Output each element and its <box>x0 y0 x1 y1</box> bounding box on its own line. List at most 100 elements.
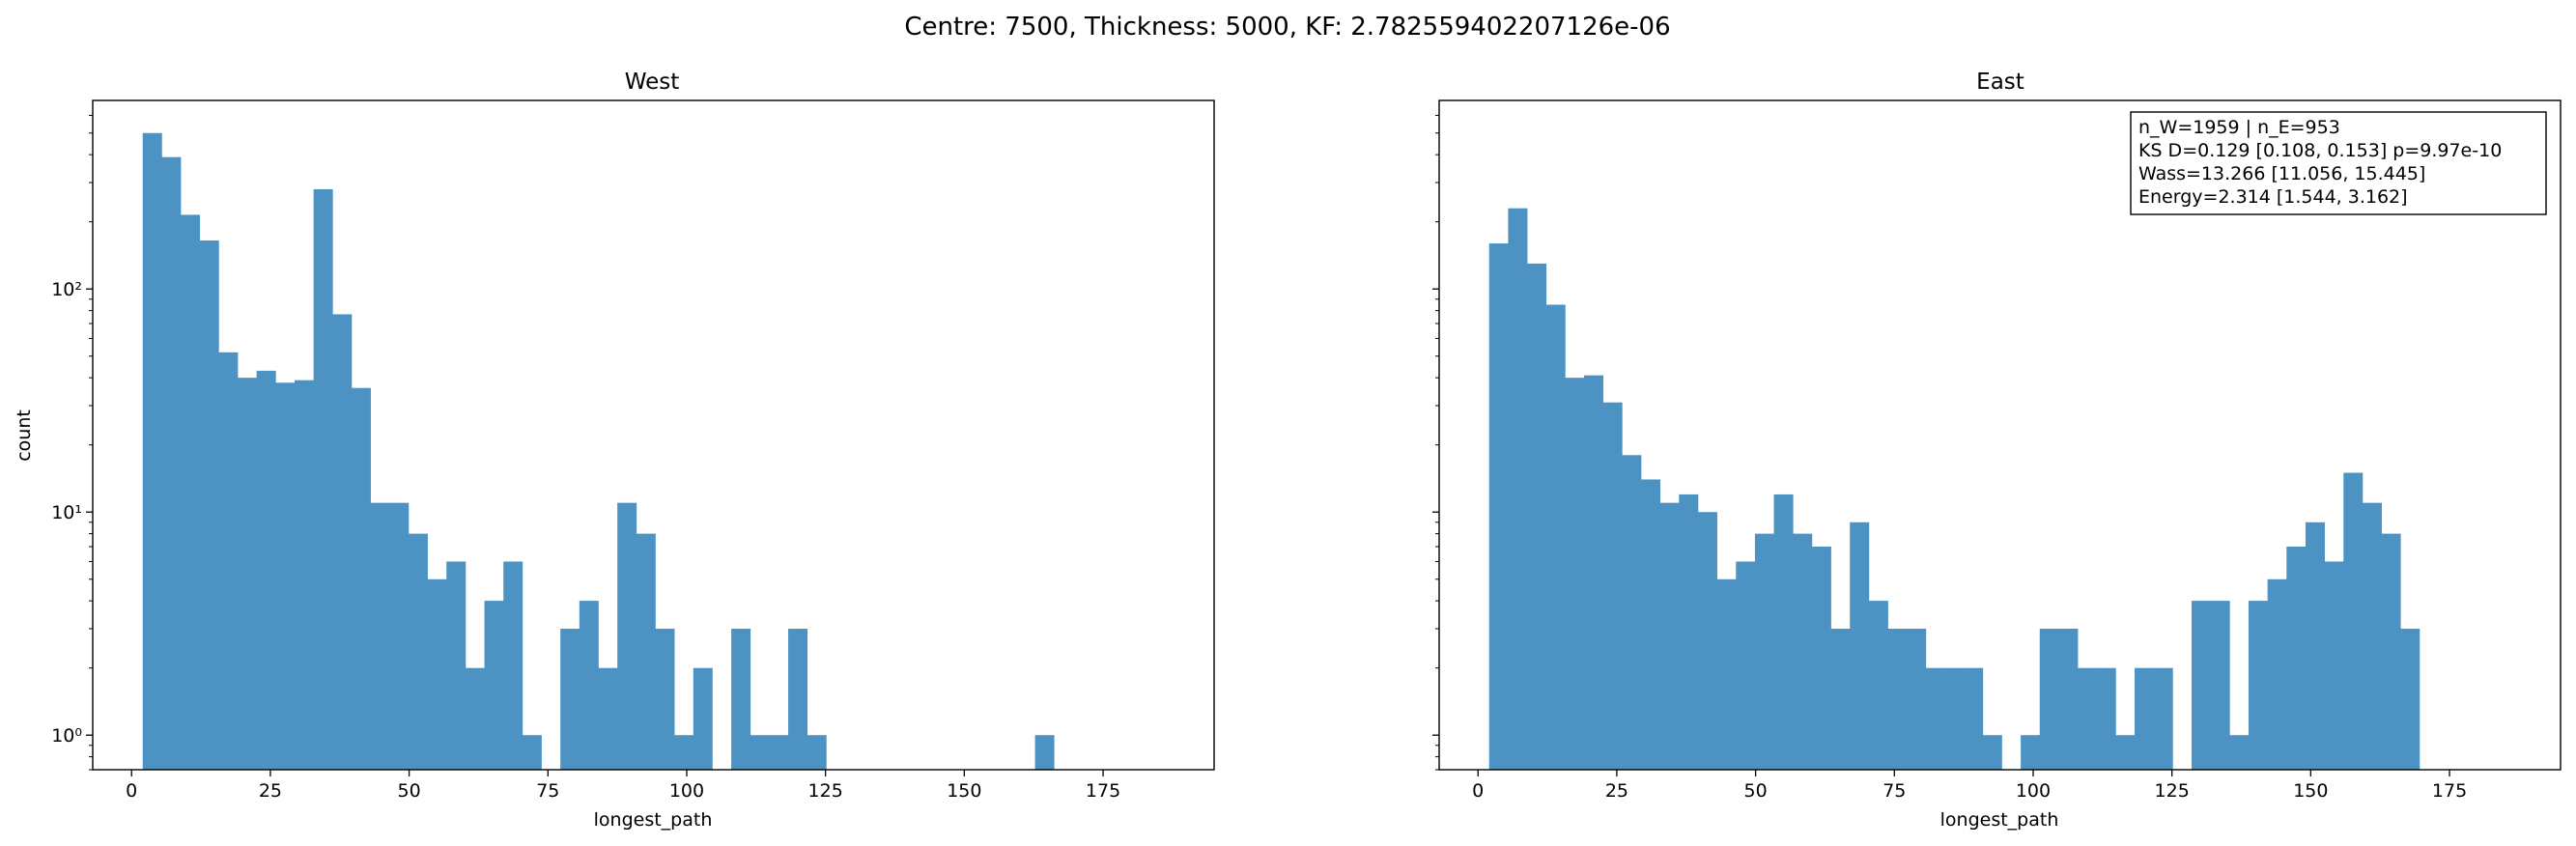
histogram-bar <box>2039 629 2059 770</box>
east-title: East <box>1976 70 2024 95</box>
histogram-bar <box>807 735 827 770</box>
histogram-bar <box>598 667 618 770</box>
histogram-bar <box>2021 735 2041 770</box>
histogram-bar <box>2096 667 2116 770</box>
west-x-label: longest_path <box>594 809 713 831</box>
histogram-bar <box>294 380 314 770</box>
histogram-bar <box>560 629 580 770</box>
histogram-bar <box>1565 378 1585 770</box>
histogram-bar <box>1907 629 1927 770</box>
histogram-bar <box>2267 578 2287 770</box>
east-x-ticks: 0 25 50 75 100 125 150 175 <box>1472 770 2467 802</box>
histogram-bar <box>1527 263 1547 770</box>
east-plot-frame <box>1438 99 2562 771</box>
histogram-bar <box>484 601 504 770</box>
histogram-bar <box>218 352 239 770</box>
x-tick-label: 75 <box>536 780 559 802</box>
west-y-ticks: 10⁰ 10¹ 10² <box>51 114 93 771</box>
x-tick-label: 150 <box>2293 780 2328 802</box>
histogram-bar <box>1697 512 1717 770</box>
histogram-bar <box>731 629 751 770</box>
west-title: West <box>625 70 680 95</box>
histogram-bar <box>1659 502 1680 770</box>
histogram-bar <box>522 735 542 770</box>
histogram-bar <box>2078 667 2098 770</box>
histogram-bar <box>1850 522 1870 770</box>
east-panel: East 0 25 50 75 100 125 150 175 longest_path n_… <box>1432 70 2562 831</box>
histogram-bar <box>1887 629 1908 770</box>
histogram-bar <box>579 601 599 770</box>
histogram-bar <box>1964 667 1984 770</box>
x-tick-label: 0 <box>1472 780 1484 802</box>
histogram-bar <box>1034 735 1055 770</box>
y-tick-label: 10¹ <box>51 502 82 523</box>
west-bars <box>142 132 1055 771</box>
histogram-bar <box>1811 547 1831 770</box>
histogram-bar <box>788 629 808 770</box>
histogram-bar <box>2324 561 2344 770</box>
east-y-ticks <box>1432 114 1439 771</box>
stats-line: KS D=0.129 [0.108, 0.153] p=9.97e-10 <box>2138 140 2502 161</box>
histogram-bar <box>256 370 276 770</box>
x-tick-label: 125 <box>808 780 843 802</box>
histogram-bar <box>1545 304 1566 770</box>
histogram-bar <box>332 314 353 770</box>
histogram-bar <box>1716 578 1737 770</box>
histogram-bar <box>1944 667 1965 770</box>
west-panel: West 0 25 50 75 100 125 150 175 10⁰ 10¹ 10² longe… <box>14 70 1215 831</box>
x-tick-label: 0 <box>126 780 137 802</box>
histogram-bar <box>2153 667 2173 770</box>
histogram-bar <box>1925 667 1945 770</box>
histogram-bar <box>2229 735 2250 770</box>
x-tick-label: 25 <box>1605 780 1628 802</box>
histogram-bar <box>1602 402 1623 770</box>
histogram-bar <box>238 378 258 770</box>
histogram-bar <box>408 533 428 770</box>
x-tick-label: 150 <box>947 780 981 802</box>
west-plot-frame <box>92 99 1215 771</box>
histogram-bar <box>1982 735 2002 770</box>
histogram-bar <box>1754 533 1774 770</box>
histogram-bar <box>199 240 219 771</box>
histogram-bar <box>2058 629 2079 770</box>
histogram-bar <box>2210 601 2230 770</box>
histogram-bar <box>1640 479 1660 770</box>
histogram-bar <box>1868 601 1888 770</box>
histogram-bar <box>1584 375 1604 770</box>
histogram-bar <box>465 667 485 770</box>
histogram-bar <box>1679 494 1699 770</box>
histogram-bar <box>1793 533 1813 770</box>
histogram-bar <box>693 667 713 770</box>
stats-box-frame <box>2130 111 2547 215</box>
stats-box: n_W=1959 | n_E=953 KS D=0.129 [0.108, 0.… <box>2130 111 2547 215</box>
x-tick-label: 75 <box>1882 780 1906 802</box>
histogram-bar <box>370 502 390 770</box>
histogram-bar <box>1773 494 1794 770</box>
histogram-bar <box>389 502 410 770</box>
stats-line: Wass=13.266 [11.056, 15.445] <box>2138 163 2425 184</box>
x-tick-label: 125 <box>2155 780 2190 802</box>
histogram-bar <box>2248 601 2268 770</box>
histogram-bar <box>142 132 162 770</box>
stats-line: n_W=1959 | n_E=953 <box>2138 117 2340 138</box>
histogram-bar <box>1830 629 1851 770</box>
histogram-bar <box>2115 735 2136 770</box>
histogram-bar <box>2192 601 2212 770</box>
histogram-bar <box>636 533 656 770</box>
histogram-bar <box>2135 667 2155 770</box>
histogram-bar <box>2381 533 2401 770</box>
histogram-bar <box>2286 547 2307 770</box>
histogram-bar <box>1508 208 1528 770</box>
histogram-bar <box>655 629 675 770</box>
histogram-bar <box>2343 472 2364 770</box>
histogram-bar <box>2362 502 2382 770</box>
y-tick-label: 10² <box>51 279 82 300</box>
histogram-bar <box>769 735 789 770</box>
histogram-bar <box>503 561 524 770</box>
histogram-bar <box>351 387 371 770</box>
stats-line: Energy=2.314 [1.544, 3.162] <box>2138 186 2408 208</box>
histogram-bar <box>181 214 201 771</box>
histogram-bar <box>1622 455 1642 770</box>
x-tick-label: 175 <box>1086 780 1120 802</box>
